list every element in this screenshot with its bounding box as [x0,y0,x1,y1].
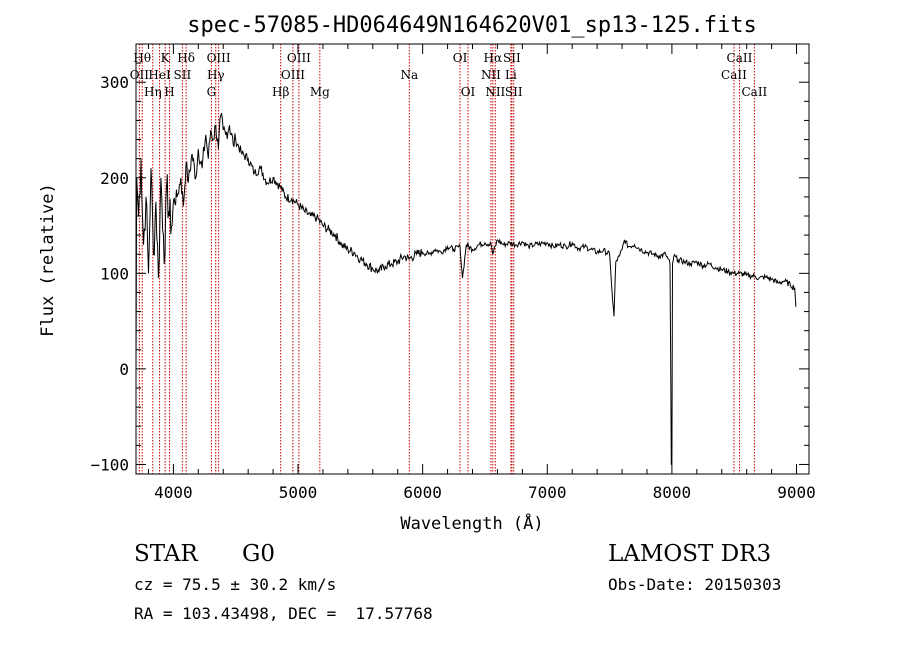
plot-frame [135,43,810,475]
line-label-Hδ: Hδ [177,51,195,65]
line-label-CaII: CaII [721,68,747,82]
line-label-HeI: HeI [148,68,171,82]
x-tick-label: 5000 [279,483,318,502]
x-axis-label: Wavelength (Å) [400,512,543,534]
chart-text: spec-57085-HD064649N164620V01_sp13-125.f… [38,13,757,534]
line-label-SII: SII [503,51,521,65]
y-axis-label: Flux (relative) [38,183,58,337]
y-tick-label: 300 [100,73,129,92]
line-labels: OIIHθHηHeIKHSIIHδGHγOIIIHβOIIIOIIIMgNaOI… [130,51,768,99]
x-tick-label: 6000 [403,483,442,502]
y-tick-label: 200 [100,169,129,188]
spectral-subclass: G0 [242,541,276,567]
line-label-SII: SII [505,85,523,99]
y-tick-label: −100 [90,455,129,474]
object-class: STAR [134,541,198,567]
y-tick-label: 100 [100,264,129,283]
line-label-K: K [161,51,171,65]
line-label-Li: Li [505,68,517,82]
observation-date: Obs-Date: 20150303 [608,575,782,594]
plot-axes: 4000 5000 6000 7000 8000 9000 −100 0 100 200 300 [90,43,816,502]
line-label-OIII: OIII [287,51,311,65]
coordinates: RA = 103.43498, DEC = 17.57768 [134,604,433,623]
x-tick-label: 8000 [653,483,692,502]
line-label-Na: Na [400,68,418,82]
line-label-OIII: OIII [207,51,231,65]
y-tick-label: 0 [119,360,129,379]
line-label-SII: SII [174,68,192,82]
line-label-Hβ: Hβ [272,85,289,99]
line-label-CaII: CaII [727,51,753,65]
line-label-Hγ: Hγ [207,68,225,82]
line-label-OII: OII [130,68,150,82]
line-label-Hθ: Hθ [133,51,151,65]
x-tick-label: 4000 [154,483,193,502]
x-tick-label: 9000 [777,483,816,502]
line-label-Hη: Hη [144,85,162,99]
redshift-velocity: cz = 75.5 ± 30.2 km/s [134,575,337,594]
line-label-NII: NII [481,68,501,82]
x-tick-label: 7000 [528,483,567,502]
line-label-Hα: Hα [484,51,503,65]
chart-title: spec-57085-HD064649N164620V01_sp13-125.f… [187,13,757,38]
line-label-OI: OI [461,85,476,99]
line-label-H: H [164,85,174,99]
line-label-OIII: OIII [281,68,305,82]
emission-line-markers [138,44,755,474]
spectrum-series [135,112,797,465]
line-label-NII: NII [485,85,505,99]
line-label-OI: OI [453,51,468,65]
line-label-CaII: CaII [741,85,767,99]
line-label-G: G [207,85,217,99]
spectrum-line [135,112,797,465]
line-label-Mg: Mg [310,85,330,99]
survey-name: LAMOST DR3 [608,541,772,567]
